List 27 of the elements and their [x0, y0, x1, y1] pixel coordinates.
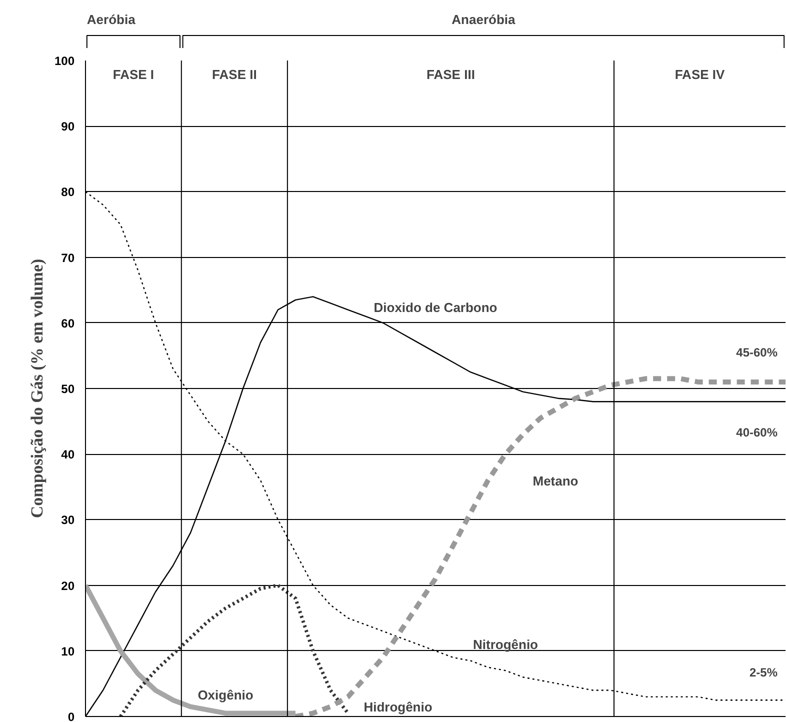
y-tick-label: 30 [61, 513, 75, 528]
y-tick-label: 100 [54, 54, 75, 68]
y-tick-label: 50 [61, 382, 75, 396]
series-label: Dioxido de Carbono [374, 300, 498, 315]
y-tick-label: 80 [61, 185, 75, 200]
y-tick-label: 20 [61, 578, 75, 593]
y-tick-label: 70 [61, 250, 75, 265]
annotation: 2-5% [749, 666, 778, 680]
text: Metano [532, 474, 578, 489]
annotation: 45-60% [736, 346, 778, 360]
series-label: Hidrogênio [364, 700, 432, 715]
y-tick-label: 60 [61, 316, 75, 330]
annotation: FASE I [112, 67, 154, 82]
y-tick-label: 40 [61, 448, 75, 462]
text: Anaeróbia [452, 12, 516, 27]
annotation: FASE III [426, 67, 475, 82]
line-series [118, 584, 350, 716]
text: Aeróbia [86, 12, 136, 27]
y-tick-label: 90 [61, 120, 75, 134]
series-label: Nitrogênio [473, 637, 538, 652]
series-label: Oxigênio [198, 688, 254, 703]
annotation: FASE IV [674, 67, 726, 82]
annotation: 40-60% [736, 426, 778, 440]
y-axis-title: Composição do Gás (% em volume) [27, 258, 46, 518]
annotation: FASE II [212, 67, 257, 82]
y-tick-label: 0 [68, 710, 75, 722]
y-tick-label: 10 [61, 644, 75, 658]
